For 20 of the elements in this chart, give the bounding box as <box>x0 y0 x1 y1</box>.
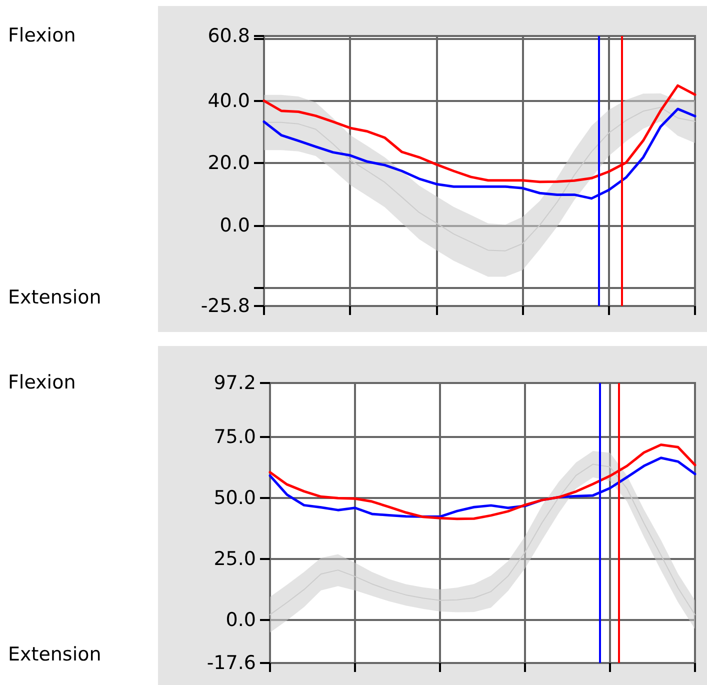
line-series <box>270 464 696 616</box>
y-tick-label: 75.0 <box>214 426 256 448</box>
line-series <box>262 84 696 184</box>
line-series <box>268 443 696 520</box>
text: Flexion <box>8 24 76 46</box>
y-tick-label: 25.0 <box>214 548 256 570</box>
y-tick-label: -25.8 <box>200 295 250 317</box>
y-tick-label: 0.0 <box>220 214 250 237</box>
text: Flexion <box>8 372 76 394</box>
y-tick-label: 60.8 <box>208 25 250 47</box>
text: Extension <box>8 644 102 666</box>
line-series <box>262 108 696 200</box>
y-tick-label: 40.0 <box>208 90 250 112</box>
y-tick-label: 0.0 <box>226 609 256 632</box>
text: Extension <box>8 286 102 308</box>
y-tick-label: -17.6 <box>206 652 256 674</box>
y-tick-label: 97.2 <box>214 372 256 394</box>
y-tick-label: 20.0 <box>208 152 250 174</box>
y-tick-label: 50.0 <box>214 487 256 510</box>
line-series <box>264 106 696 252</box>
